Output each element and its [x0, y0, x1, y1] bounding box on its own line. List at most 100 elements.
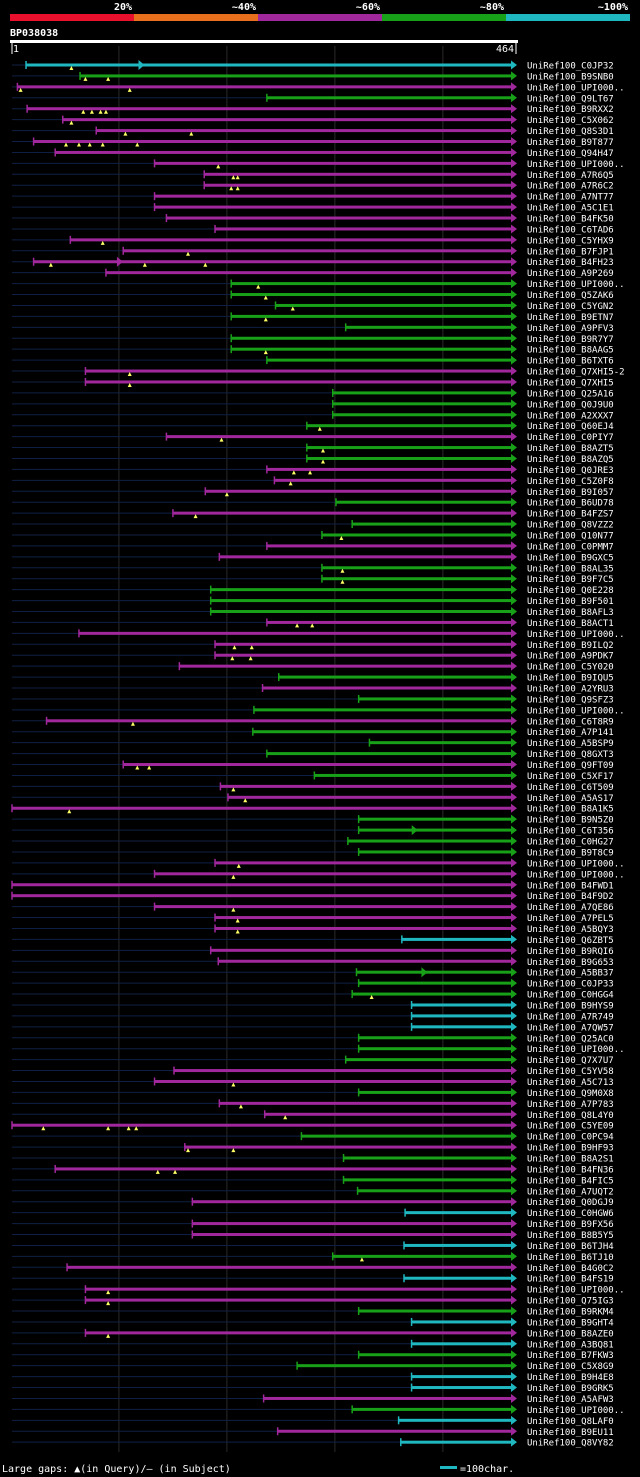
- hit-label: UniRef100_B4G0C2: [527, 1264, 614, 1274]
- hit-rows: UniRef100_C0JP32UniRef100_B9SNB0UniRef10…: [11, 60, 625, 1449]
- hit-label: UniRef100_C5YHX9: [527, 236, 614, 246]
- hit-label: UniRef100_C0HGG4: [527, 991, 614, 1001]
- query-gap-marker: [135, 142, 140, 147]
- hit-bar: [264, 1112, 512, 1116]
- hit-end-arrow: [511, 191, 517, 201]
- hit-end-arrow: [511, 147, 517, 157]
- hit-label: UniRef100_B6TXT6: [527, 357, 614, 367]
- query-gap-marker: [134, 1126, 139, 1131]
- hit-bar: [231, 347, 512, 351]
- hit-bar: [306, 456, 512, 460]
- hit-end-arrow: [511, 1186, 517, 1196]
- hit-bar: [358, 817, 512, 821]
- hit-bar: [215, 642, 513, 646]
- hit-bar: [215, 926, 513, 930]
- hit-row: UniRef100_A7R6Q5: [12, 169, 614, 181]
- hit-label: UniRef100_B7FKW3: [527, 1351, 614, 1361]
- hit-bar: [266, 467, 512, 471]
- query-gap-marker: [63, 142, 68, 147]
- hit-row: UniRef100_A3BQ81: [12, 1339, 614, 1350]
- hit-row: UniRef100_A2YRU3: [12, 683, 614, 695]
- gaps-legend: Large gaps: ▲(in Query)/– (in Subject): [2, 1464, 231, 1475]
- hit-row: UniRef100_C6T8R9: [12, 716, 614, 727]
- hit-row: UniRef100_Q0E228: [12, 585, 614, 596]
- hit-label: UniRef100_UPI000..: [527, 83, 625, 93]
- hit-end-arrow: [511, 814, 517, 824]
- hit-row: UniRef100_C5Y020: [12, 661, 614, 673]
- hit-bar: [85, 1298, 512, 1302]
- hit-row: UniRef100_B8AZT5: [12, 443, 614, 454]
- hit-row: UniRef100_C0PC94: [12, 1131, 614, 1143]
- hit-row: UniRef100_UPI000..: [12, 858, 625, 869]
- hit-bar: [172, 511, 512, 515]
- hit-row: UniRef100_B9ETN7: [12, 311, 614, 323]
- hit-bar: [358, 1036, 512, 1040]
- hit-end-arrow: [511, 268, 517, 278]
- legend-label: ~80%: [480, 2, 504, 13]
- hit-label: UniRef100_Q10N77: [527, 531, 614, 541]
- query-gap-marker: [231, 1148, 236, 1153]
- hit-row: UniRef100_B9RXX2: [12, 104, 614, 115]
- hit-label: UniRef100_B9T8C9: [527, 848, 614, 858]
- hit-bar: [297, 1364, 512, 1368]
- hit-end-arrow: [511, 224, 517, 234]
- hit-label: UniRef100_B9RQI6: [527, 947, 614, 957]
- hit-label: UniRef100_B4FK50: [527, 215, 614, 225]
- hit-bar: [332, 413, 512, 417]
- hit-bar: [275, 303, 512, 307]
- hit-row: UniRef100_C6T509: [12, 781, 614, 793]
- query-id: BP038038: [10, 28, 58, 39]
- hit-row: UniRef100_B4FS19: [12, 1273, 614, 1285]
- hit-end-arrow: [511, 1295, 517, 1305]
- hit-bar: [215, 916, 513, 920]
- query-gap-marker: [87, 142, 92, 147]
- hit-label: UniRef100_Q8GXT3: [527, 750, 614, 760]
- hit-label: UniRef100_B9GHT4: [527, 1318, 614, 1328]
- hit-bar: [123, 763, 512, 767]
- hit-end-arrow: [511, 1011, 517, 1021]
- hit-bar: [154, 905, 513, 909]
- query-gap-marker: [106, 1333, 111, 1338]
- hit-label: UniRef100_B4FIC5: [527, 1176, 614, 1186]
- hit-label: UniRef100_UPI000..: [527, 859, 625, 869]
- query-gap-marker: [216, 164, 221, 169]
- hit-end-arrow: [511, 749, 517, 759]
- hit-end-arrow: [511, 1251, 517, 1261]
- hit-bar: [343, 1156, 512, 1160]
- hit-bar: [204, 183, 513, 187]
- hit-row: UniRef100_B9HYS9: [12, 1000, 614, 1011]
- hit-label: UniRef100_B9RXX2: [527, 105, 614, 115]
- hit-end-arrow: [511, 1120, 517, 1130]
- hit-label: UniRef100_Q9FT09: [527, 761, 614, 771]
- hit-bar: [154, 161, 513, 165]
- hit-bar: [55, 1167, 513, 1171]
- hit-label: UniRef100_C0JP33: [527, 980, 614, 990]
- hit-row: UniRef100_B9GRK5: [12, 1383, 614, 1394]
- hit-row: UniRef100_B4FIC5: [12, 1175, 614, 1186]
- hit-label: UniRef100_A7R749: [527, 1012, 614, 1022]
- hit-end-arrow: [511, 978, 517, 988]
- hit-end-arrow: [511, 617, 517, 627]
- hit-row: UniRef100_Q9LT67: [12, 93, 614, 104]
- hit-row: UniRef100_B4FZS7: [12, 508, 614, 520]
- hit-end-arrow: [511, 1426, 517, 1436]
- hit-label: UniRef100_A2XXX7: [527, 411, 614, 421]
- hit-bar: [357, 1189, 512, 1193]
- hit-row: UniRef100_A7P141: [12, 727, 614, 738]
- hit-bar: [411, 1003, 512, 1007]
- query-gap-marker: [48, 262, 53, 267]
- hit-bar: [184, 1145, 512, 1149]
- hit-bar: [173, 1069, 512, 1073]
- hit-row: UniRef100_A7P783: [12, 1098, 614, 1110]
- query-gap-marker: [69, 66, 74, 70]
- hit-label: UniRef100_Q9SFZ3: [527, 695, 614, 705]
- hit-bar: [358, 1047, 512, 1051]
- hit-label: UniRef100_B9ILQ2: [527, 641, 614, 651]
- hit-end-arrow: [511, 213, 517, 223]
- hit-bar: [154, 194, 513, 198]
- hit-bar: [321, 577, 512, 581]
- hit-row: UniRef100_C0HGW6: [12, 1208, 614, 1219]
- hit-end-arrow: [511, 803, 517, 813]
- hit-bar: [411, 1320, 512, 1324]
- query-gap-marker: [283, 1115, 288, 1120]
